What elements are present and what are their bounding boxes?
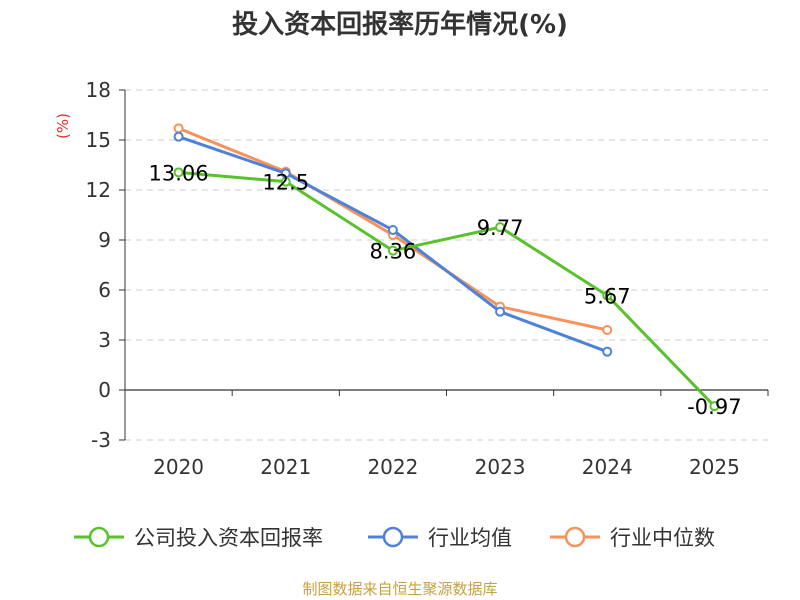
data-label: 8.36 — [370, 240, 417, 264]
data-label: 13.06 — [149, 161, 209, 185]
legend-label: 行业均值 — [428, 526, 512, 550]
y-tick-label: 15 — [86, 128, 111, 152]
x-tick-label: 2022 — [367, 455, 418, 479]
data-point — [602, 325, 613, 335]
data-point — [602, 290, 613, 301]
data-point — [387, 225, 398, 235]
data-point — [173, 131, 184, 142]
legend-item-0[interactable]: 公司投入资本回报率 — [74, 526, 323, 550]
x-tick-label: 2023 — [475, 455, 526, 479]
legend-marker — [88, 526, 110, 548]
y-axis-label: (%) — [54, 113, 72, 139]
legend-item-2[interactable]: 行业中位数 — [550, 526, 715, 550]
y-tick-label: 6 — [98, 278, 111, 302]
data-point — [173, 167, 184, 178]
legend-label: 行业中位数 — [610, 526, 715, 550]
y-tick-label: 18 — [86, 78, 111, 102]
data-source-note: 制图数据来自恒生聚源数据库 — [302, 580, 498, 598]
legend-label: 公司投入资本回报率 — [134, 526, 323, 550]
data-point — [495, 222, 506, 233]
y-tick-label: 0 — [98, 378, 111, 402]
legend-marker — [382, 526, 404, 548]
data-point — [495, 306, 506, 317]
data-label: -0.97 — [687, 395, 741, 419]
y-tick-label: -3 — [91, 428, 111, 452]
y-tick-label: 9 — [98, 228, 111, 252]
data-point — [602, 346, 613, 357]
x-tick-label: 2024 — [582, 455, 633, 479]
chart-title: 投入资本回报率历年情况(%) — [232, 10, 568, 40]
x-tick-label: 2025 — [689, 455, 740, 479]
series-line-0 — [178, 170, 716, 408]
data-point — [709, 401, 720, 412]
data-label: 9.77 — [477, 216, 524, 240]
legend-item-1[interactable]: 行业均值 — [368, 526, 512, 550]
data-point — [280, 176, 291, 187]
data-point — [173, 123, 184, 134]
y-tick-label: 12 — [86, 178, 111, 202]
x-tick-label: 2021 — [260, 455, 311, 479]
data-label: 12.5 — [262, 171, 309, 195]
y-tick-label: 3 — [98, 328, 111, 352]
data-point — [387, 245, 398, 256]
legend-marker — [564, 526, 586, 548]
data-label: 5.67 — [584, 285, 631, 309]
x-tick-label: 2020 — [153, 455, 204, 479]
